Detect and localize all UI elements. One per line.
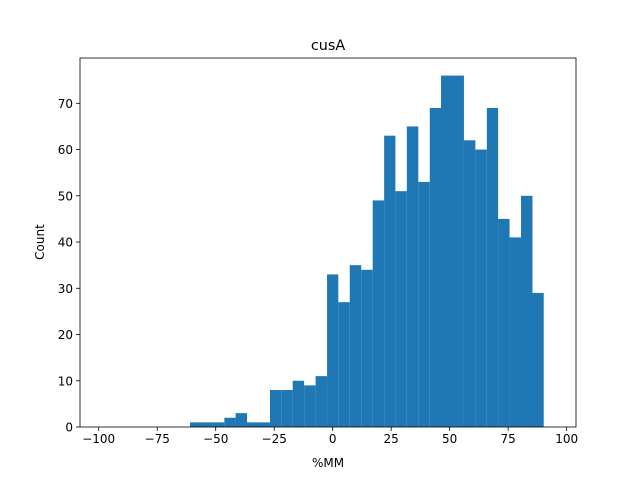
bars-group <box>189 75 544 428</box>
y-tick-label: 30 <box>58 282 73 296</box>
y-tick-label: 60 <box>58 143 73 157</box>
y-axis-ticks: 0 10 20 30 40 50 60 70 <box>58 97 80 435</box>
histogram-bar-30 <box>441 75 453 428</box>
x-tick-label: 100 <box>555 432 578 446</box>
histogram-bar-22 <box>349 265 362 427</box>
x-tick-label: 25 <box>384 432 399 446</box>
histogram-bar-26 <box>395 191 407 427</box>
histogram-bar-23 <box>361 269 373 427</box>
histogram-bar-17 <box>292 380 305 427</box>
histogram-bar-10 <box>212 422 225 427</box>
histogram-bar-37 <box>521 195 533 427</box>
histogram-bar-33 <box>475 149 487 427</box>
chart-title: cusA <box>311 38 346 54</box>
histogram-bar-25 <box>384 135 396 427</box>
x-axis-ticks: −100 −75 −50 −25 0 25 50 75 100 <box>82 427 578 446</box>
histogram-bar-16 <box>281 390 293 427</box>
histogram-bar-29 <box>429 107 442 427</box>
histogram-bar-13 <box>247 422 259 427</box>
x-tick-label: −50 <box>203 432 228 446</box>
histogram-bar-35 <box>498 218 510 427</box>
x-tick-label: 75 <box>501 432 516 446</box>
y-tick-label: 20 <box>58 328 73 342</box>
x-tick-label: −25 <box>262 432 287 446</box>
histogram-bar-11 <box>224 417 236 427</box>
histogram-bar-27 <box>406 126 419 427</box>
histogram-bar-9 <box>201 422 213 427</box>
plot-area-frame <box>79 57 577 428</box>
y-axis-label: Count <box>33 224 47 260</box>
histogram-bar-19 <box>315 376 328 427</box>
histogram-bar-20 <box>327 274 339 427</box>
y-tick-label: 50 <box>58 189 73 203</box>
y-tick-label: 40 <box>58 236 73 250</box>
histogram-bar-12 <box>235 413 248 427</box>
histogram-bar-38 <box>532 292 544 427</box>
y-tick-label: 0 <box>65 421 73 435</box>
x-tick-label: 50 <box>442 432 457 446</box>
histogram-bar-32 <box>463 140 476 427</box>
histogram-bar-8 <box>189 422 202 427</box>
histogram-bar-31 <box>452 75 464 428</box>
histogram-bar-24 <box>372 200 385 427</box>
histogram-bar-28 <box>418 181 430 427</box>
y-tick-label: 70 <box>58 97 73 111</box>
x-tick-label: −75 <box>145 432 170 446</box>
histogram-bar-21 <box>338 302 350 427</box>
y-tick-label: 10 <box>58 374 73 388</box>
x-axis-label: %MM <box>312 456 344 470</box>
histogram-bar-34 <box>486 107 499 427</box>
histogram-bar-15 <box>269 390 282 427</box>
histogram-bar-36 <box>509 237 522 427</box>
histogram-bar-14 <box>258 422 270 427</box>
histogram-bar-18 <box>304 385 316 427</box>
x-tick-label: 0 <box>329 432 337 446</box>
x-tick-label: −100 <box>82 432 115 446</box>
